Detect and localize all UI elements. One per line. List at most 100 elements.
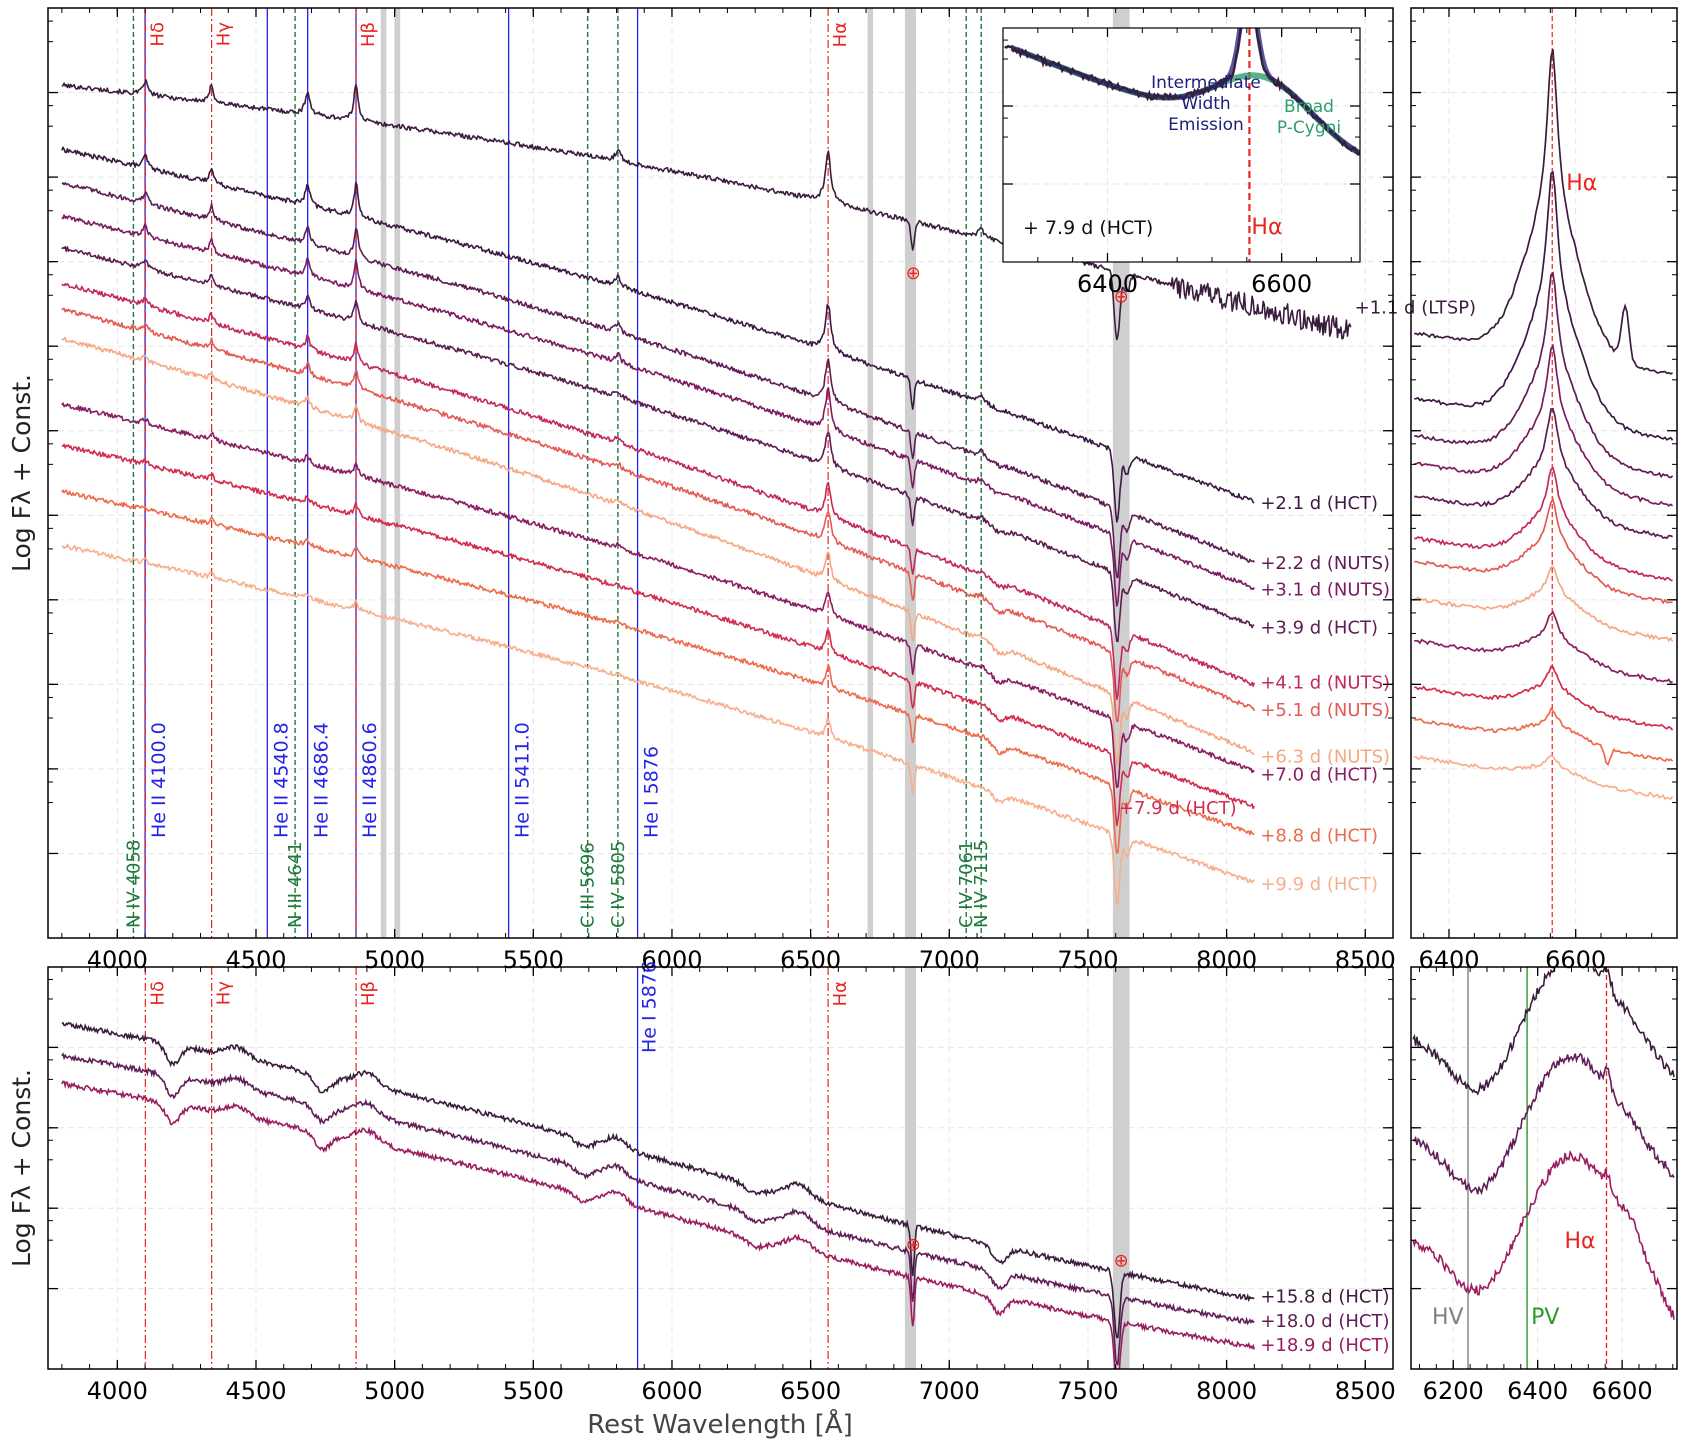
x-tick-label: 6400 (1077, 270, 1138, 298)
zoom-spectrum-8-8-d-hct (1414, 706, 1674, 766)
inset-epoch-label: + 7.9 d (HCT) (1023, 217, 1153, 239)
inset-label-broad: Broad (1284, 97, 1334, 117)
bottom-main-frame (47, 966, 1394, 1370)
telluric-band (394, 8, 401, 938)
zoom-spectrum-15-8-d-hct (1412, 967, 1675, 1096)
inset-ticks: 6400 6600 (1002, 28, 1360, 298)
epoch-label-3-9-d-hct: +3.9 d (HCT) (1260, 617, 1378, 638)
bottom-right-halpha-label: Hα (1564, 1229, 1595, 1254)
telluric-band (380, 8, 387, 938)
epoch-label-7-0-d-hct: +7.0 d (HCT) (1260, 764, 1378, 785)
x-tick-label: 8000 (1196, 1377, 1257, 1405)
spectrum-18-0-d-hct (61, 1052, 1255, 1366)
epoch-label-7-9-d-hct: +7.9 d (HCT) (1119, 798, 1237, 819)
x-tick-label: 6600 (1592, 1377, 1653, 1405)
balmer-label-h: Hδ (147, 981, 168, 1006)
helium-label-he-i-5876: He I 5876 (641, 746, 663, 838)
epoch-label-2-2-d-nuts: +2.2 d (NUTS) (1260, 553, 1390, 574)
zoom-spectrum-9-9-d-hct (1414, 754, 1674, 801)
x-tick-label: 6400 (1507, 1377, 1568, 1405)
inset-label-intermediate: Intermediate (1151, 73, 1261, 93)
balmer-label-h: Hα (830, 22, 851, 47)
spectrum-1-1-d-ltsp (61, 79, 1352, 341)
helium-label-he-ii-4860-6: He II 4860.6 (359, 722, 381, 838)
zoom-spectrum-2-1-d-hct (1414, 170, 1674, 441)
top-main-frame (47, 7, 1394, 939)
spectrum-7-9-d-hct (61, 443, 1256, 827)
inset-data-spectrum (1004, 28, 1360, 156)
spectrum-9-9-d-hct (61, 543, 1255, 906)
zoom-spectrum-7-0-d-hct (1414, 610, 1673, 684)
cno-label-c-iv-5805: C IV 5805 (608, 841, 629, 928)
top-right-labels: Hα (1566, 171, 1597, 196)
inset-label-p-cygni: P-Cygni (1277, 118, 1341, 138)
x-tick-label: 5000 (364, 1377, 425, 1405)
top-right-spectra (1414, 49, 1674, 801)
spectrum-4-1-d-nuts (61, 283, 1256, 701)
bottom-right-frame (1410, 966, 1678, 1370)
helium-label-he-ii-4686-4: He II 4686.4 (311, 722, 333, 838)
balmer-label-h: Hγ (214, 22, 235, 47)
hv-label: HV (1432, 1305, 1464, 1330)
top-right-halpha-label: Hα (1566, 171, 1597, 196)
inset-label-width: Width (1181, 94, 1230, 114)
top-right-frame (1410, 7, 1678, 939)
bottom-right-spectra (1412, 967, 1675, 1320)
zoom-spectrum-18-0-d-hct (1412, 1052, 1675, 1196)
epoch-label-8-8-d-hct: +8.8 d (HCT) (1260, 826, 1378, 847)
x-tick-label: 6200 (1423, 1377, 1484, 1405)
epoch-label-18-9-d-hct: +18.9 d (HCT) (1260, 1335, 1389, 1356)
cno-label-n-iii-4641: N III 4641 (285, 841, 306, 928)
spectrum-15-8-d-hct (61, 1021, 1255, 1339)
bottom-main-labels: He I 5876 Hδ Hγ Hβ Hα ⊕ ⊕ +15.8 d (HCT) +18.0 d … (147, 961, 1389, 1356)
balmer-label-h: Hγ (214, 981, 235, 1006)
zoom-spectrum-7-9-d-hct (1414, 665, 1674, 731)
cno-label-c-iii-5696: C III 5696 (578, 842, 599, 928)
bottom-right-panel: HV PV Hα 6200 6400 6600 (1410, 966, 1678, 1405)
spectrum-3-1-d-nuts (61, 214, 1255, 607)
bottom-main-panel: He I 5876 Hδ Hγ Hβ Hα ⊕ ⊕ +15.8 d (HCT) +18.0 d … (47, 961, 1396, 1405)
spectrum-8-8-d-hct (61, 489, 1255, 854)
spectrum-7-0-d-hct (61, 402, 1255, 788)
top-right-panel: Hα 6400 6600 (1410, 7, 1678, 974)
top-right-ticks: 6400 6600 (1411, 8, 1678, 974)
x-axis-label: Rest Wavelength [Å] (587, 1408, 852, 1440)
spectrum-2-2-d-nuts (61, 182, 1255, 579)
epoch-label-2-1-d-hct: +2.1 d (HCT) (1260, 493, 1378, 514)
x-tick-label: 4500 (225, 1377, 286, 1405)
epoch-label-15-8-d-hct: +15.8 d (HCT) (1260, 1287, 1389, 1308)
x-tick-label: 6600 (1251, 270, 1312, 298)
telluric-band (904, 967, 917, 1369)
top-y-axis-label: Log Fλ + Const. (7, 374, 36, 572)
x-tick-label: 5500 (503, 1377, 564, 1405)
inset-spectra (1004, 28, 1360, 262)
pv-label: PV (1531, 1305, 1559, 1330)
zoom-spectrum-3-9-d-hct (1414, 407, 1673, 540)
telluric-band (867, 8, 874, 938)
bottom-main-ticks: 4000 4500 5000 5500 6000 6500 7000 7500 8000 8500 (48, 966, 1396, 1405)
zoom-spectrum-2-2-d-nuts (1414, 271, 1674, 479)
epoch-label-1-1-d-ltsp: +1.1 d (LTSP) (1355, 297, 1476, 318)
zoom-spectrum-1-1-d-ltsp (1414, 49, 1673, 375)
cno-label-n-iv-7115: N IV 7115 (971, 840, 992, 928)
epoch-label-6-3-d-nuts: +6.3 d (NUTS) (1260, 747, 1390, 768)
telluric-marker: ⊕ (906, 1234, 921, 1255)
epoch-label-9-9-d-hct: +9.9 d (HCT) (1260, 874, 1378, 895)
bottom-main-spectra (61, 1021, 1256, 1369)
helium-label-he-ii-4540-8: He II 4540.8 (270, 722, 292, 838)
zoom-spectrum-3-1-d-nuts (1414, 343, 1674, 507)
epoch-label-5-1-d-nuts: +5.1 d (NUTS) (1260, 700, 1390, 721)
balmer-label-h: Hβ (358, 981, 379, 1006)
top-main-labels: N IV 4058 N III 4641 C III 5696 C IV 5805 C … (123, 22, 1476, 928)
x-tick-label: 7500 (1057, 1377, 1118, 1405)
balmer-label-h: Hβ (358, 22, 379, 47)
x-tick-label: 6500 (780, 1377, 841, 1405)
zoom-spectrum-18-9-d-hct (1412, 1149, 1675, 1320)
spectrum-6-3-d-nuts (61, 336, 1255, 767)
bottom-main-grid (48, 967, 1393, 1369)
bottom-main-line-markers (144, 967, 829, 1369)
helium-label-he-ii-5411-0: He II 5411.0 (512, 722, 534, 838)
